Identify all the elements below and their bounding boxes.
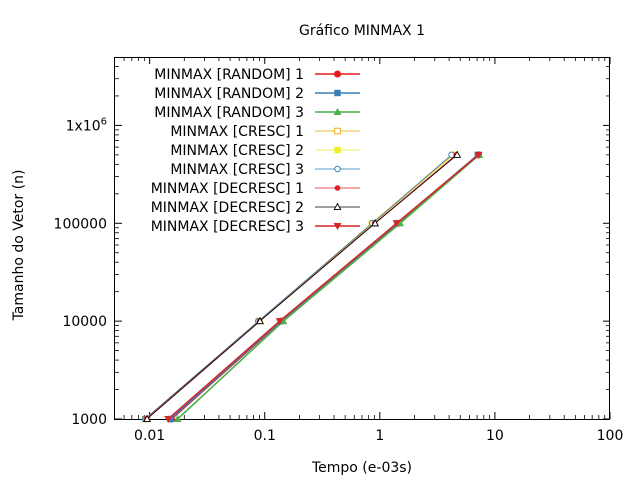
data-point bbox=[371, 218, 380, 227]
y-tick-label: 100000 bbox=[54, 216, 107, 232]
data-point bbox=[392, 220, 401, 228]
x-tick-label: 1 bbox=[375, 428, 384, 444]
y-axis: 1000 10000 100000 1x106 bbox=[54, 66, 610, 428]
legend-entry: MINMAX [CRESC] 3 bbox=[170, 162, 360, 178]
legend-marker bbox=[333, 223, 342, 230]
x-tick-label: 100 bbox=[597, 428, 624, 444]
legend-entry: MINMAX [CRESC] 2 bbox=[170, 143, 360, 159]
series-line bbox=[144, 154, 452, 420]
data-point bbox=[173, 415, 182, 422]
legend-entry: MINMAX [DECRESC] 1 bbox=[151, 181, 360, 197]
legend-marker bbox=[334, 165, 341, 173]
legend-marker bbox=[334, 146, 341, 154]
x-tick-label: 0.1 bbox=[254, 428, 276, 444]
data-point bbox=[453, 150, 462, 158]
legend-label: MINMAX [DECRESC] 1 bbox=[151, 181, 304, 197]
y-tick-label-base: 1x10 bbox=[66, 118, 101, 134]
x-tick-label: 10 bbox=[486, 428, 504, 444]
data-point bbox=[279, 317, 288, 325]
y-tick-label-exponent: 6 bbox=[101, 116, 107, 127]
legend-label: MINMAX [CRESC] 3 bbox=[170, 162, 304, 178]
legend-entry: MINMAX [RANDOM] 1 bbox=[154, 67, 360, 83]
data-point bbox=[474, 151, 483, 159]
legend-marker bbox=[334, 70, 341, 78]
plot-area bbox=[141, 150, 484, 423]
legend-entry: MINMAX [RANDOM] 3 bbox=[154, 105, 360, 121]
series-line bbox=[167, 154, 480, 420]
legend-entry: MINMAX [RANDOM] 2 bbox=[154, 86, 360, 102]
legend-label: MINMAX [CRESC] 2 bbox=[170, 143, 304, 159]
legend-marker bbox=[334, 127, 341, 135]
data-point bbox=[143, 414, 152, 423]
legend-marker bbox=[334, 89, 341, 97]
series-9 bbox=[164, 151, 483, 423]
series-line bbox=[177, 154, 480, 420]
y-axis-label: Tamanho do Vetor (n) bbox=[11, 170, 27, 322]
data-point bbox=[256, 316, 264, 325]
legend-marker bbox=[333, 108, 342, 115]
data-point bbox=[164, 416, 173, 423]
legend-entry: MINMAX [DECRESC] 2 bbox=[151, 200, 360, 216]
legend-label: MINMAX [RANDOM] 2 bbox=[154, 86, 304, 102]
chart-title: Gráfico MINMAX 1 bbox=[299, 23, 425, 39]
y-tick-label: 1000 bbox=[71, 412, 107, 428]
series-line bbox=[146, 154, 458, 420]
legend-label: MINMAX [DECRESC] 2 bbox=[151, 200, 304, 216]
data-point bbox=[167, 415, 174, 423]
y-tick-label: 10000 bbox=[62, 314, 107, 330]
x-axis: 0.01 0.1 1 10 100 bbox=[123, 57, 624, 444]
legend-marker bbox=[333, 202, 342, 211]
series-8 bbox=[143, 150, 462, 423]
x-tick-label: 0.01 bbox=[134, 428, 165, 444]
legend-label: MINMAX [RANDOM] 3 bbox=[154, 105, 304, 121]
legend-label: MINMAX [DECRESC] 3 bbox=[151, 219, 304, 235]
legend: MINMAX [RANDOM] 1 MINMAX [RANDOM] 2 MINMAX… bbox=[151, 67, 360, 235]
legend-entry: MINMAX [DECRESC] 3 bbox=[151, 219, 360, 235]
y-tick-label: 1x106 bbox=[66, 116, 107, 134]
legend-label: MINMAX [CRESC] 1 bbox=[170, 124, 304, 140]
legend-label: MINMAX [RANDOM] 1 bbox=[154, 67, 304, 83]
data-point bbox=[275, 318, 284, 326]
legend-entry: MINMAX [CRESC] 1 bbox=[170, 124, 360, 140]
x-axis-label: Tempo (e-03s) bbox=[311, 460, 412, 476]
legend-marker bbox=[334, 185, 341, 191]
